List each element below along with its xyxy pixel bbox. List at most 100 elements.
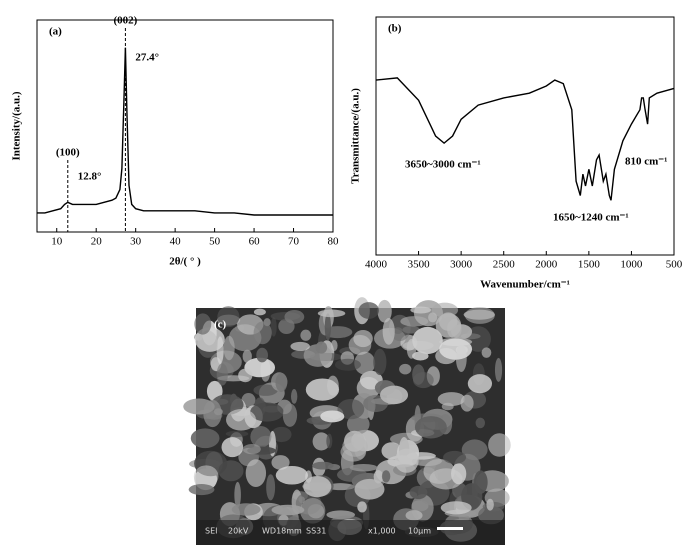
x-tick-label: 20	[91, 236, 103, 248]
particle	[343, 430, 365, 452]
x-tick-label: 500	[666, 259, 683, 271]
particle	[317, 309, 346, 318]
particle	[242, 443, 261, 455]
x-tick-label: 50	[209, 236, 221, 248]
particle	[226, 409, 257, 431]
particle	[494, 357, 503, 382]
particle	[300, 329, 312, 341]
sem-footer-text: 10μm	[408, 527, 431, 536]
particle	[348, 334, 372, 355]
y-axis-label: Intensity/(a.u.)	[11, 91, 23, 160]
particle	[275, 465, 309, 485]
x-tick-label: 40	[170, 236, 182, 248]
data-line	[37, 47, 333, 216]
particle	[266, 474, 276, 501]
particle	[188, 484, 215, 496]
x-tick-label: 3500	[408, 259, 431, 271]
plot-frame	[36, 19, 334, 233]
particle	[439, 338, 473, 360]
particle	[256, 347, 268, 363]
particle	[250, 402, 284, 422]
particle	[488, 433, 511, 457]
plot-frame	[375, 16, 675, 256]
particle	[312, 461, 334, 470]
particle	[357, 501, 367, 513]
particle	[358, 302, 379, 319]
peak-label: (002)	[113, 15, 137, 27]
particle	[354, 351, 376, 375]
particle	[461, 439, 488, 461]
sem-particles	[183, 297, 511, 542]
particle	[373, 348, 387, 376]
peak-position: 12.8°	[78, 171, 102, 183]
sem-footer-text: SS31	[306, 527, 326, 536]
particle	[405, 510, 423, 521]
scale-bar	[437, 527, 463, 530]
panel-label: (b)	[388, 23, 402, 35]
particle	[225, 430, 249, 437]
x-tick-label: 30	[130, 236, 142, 248]
particle	[242, 349, 252, 364]
particle	[223, 335, 235, 361]
particle	[290, 389, 298, 404]
particle	[349, 463, 378, 472]
x-tick-label: 2000	[535, 259, 558, 271]
particle	[400, 316, 429, 327]
particle	[410, 306, 431, 314]
particle	[486, 498, 494, 511]
peak-position: 27.4°	[135, 52, 159, 64]
particle	[238, 368, 253, 383]
particle	[190, 428, 220, 449]
sem-footer	[196, 520, 505, 545]
particle	[271, 455, 290, 470]
particle	[250, 426, 272, 448]
x-tick-label: 2500	[493, 259, 516, 271]
particle	[284, 309, 305, 324]
particle	[253, 308, 266, 316]
particle	[234, 481, 241, 508]
particle	[412, 326, 443, 355]
particle	[244, 357, 276, 378]
x-axis-label: Wavenumber/cm⁻¹	[480, 279, 570, 291]
particle	[275, 372, 288, 392]
particle	[194, 313, 212, 335]
particle	[282, 403, 298, 427]
particle	[409, 485, 428, 500]
x-tick-label: 70	[288, 236, 300, 248]
particle	[315, 341, 328, 354]
particle	[377, 299, 392, 323]
annotation: 3650~3000 cm⁻¹	[405, 159, 481, 171]
particle	[451, 463, 467, 485]
sem-footer-text: WD18mm	[262, 527, 302, 536]
particle	[312, 432, 330, 451]
particle	[437, 392, 466, 407]
x-tick-label: 3000	[450, 259, 473, 271]
particle	[217, 306, 240, 328]
particle	[303, 475, 332, 498]
particle	[330, 340, 338, 352]
particle	[443, 450, 467, 464]
particle	[473, 470, 488, 494]
particle	[381, 470, 391, 483]
particle	[337, 467, 368, 482]
particle	[324, 313, 332, 341]
particle	[354, 478, 385, 500]
particle	[475, 417, 485, 429]
particle	[327, 375, 339, 396]
particle	[216, 363, 228, 386]
particle	[413, 372, 434, 389]
sem-footer-text: x1,000	[368, 527, 396, 536]
particle	[467, 374, 493, 394]
particle	[326, 433, 333, 449]
x-tick-label: 80	[328, 236, 340, 248]
particle	[193, 465, 219, 488]
x-tick-label: 10	[51, 236, 63, 248]
sem-footer-text: 20kV	[228, 527, 249, 536]
x-tick-label: 60	[249, 236, 261, 248]
particle	[399, 363, 412, 375]
particle	[382, 318, 395, 345]
particle	[337, 399, 365, 420]
x-axis-label: 2θ/( ° )	[169, 256, 201, 268]
particle	[464, 306, 495, 324]
